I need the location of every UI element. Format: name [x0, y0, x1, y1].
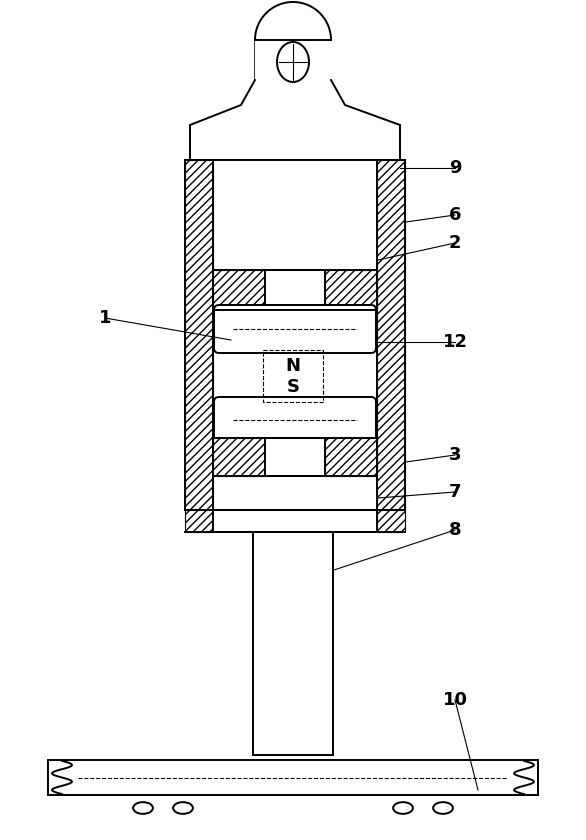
- Text: 9: 9: [449, 159, 461, 177]
- Ellipse shape: [173, 802, 193, 814]
- Bar: [213, 438, 265, 476]
- Bar: [213, 270, 265, 310]
- Polygon shape: [190, 40, 400, 160]
- Ellipse shape: [393, 802, 413, 814]
- Text: 1: 1: [99, 309, 111, 327]
- Bar: [185, 160, 213, 510]
- Bar: [263, 350, 323, 402]
- Bar: [48, 760, 538, 795]
- Ellipse shape: [133, 802, 153, 814]
- Ellipse shape: [433, 802, 453, 814]
- Text: 2: 2: [449, 234, 461, 252]
- Text: 12: 12: [442, 333, 468, 351]
- Bar: [213, 510, 377, 532]
- Ellipse shape: [277, 42, 309, 82]
- Bar: [185, 510, 213, 532]
- Bar: [377, 510, 405, 532]
- Text: 3: 3: [449, 446, 461, 464]
- Text: 8: 8: [449, 521, 461, 539]
- FancyBboxPatch shape: [214, 305, 376, 353]
- Bar: [265, 270, 325, 310]
- Bar: [213, 270, 377, 310]
- Bar: [325, 270, 377, 310]
- Text: 10: 10: [442, 691, 468, 709]
- Text: S: S: [287, 379, 299, 396]
- Bar: [253, 532, 333, 755]
- Bar: [377, 160, 405, 510]
- Text: N: N: [285, 357, 301, 375]
- Bar: [213, 160, 377, 510]
- Text: 7: 7: [449, 483, 461, 501]
- Bar: [325, 438, 377, 476]
- Bar: [265, 438, 325, 476]
- FancyBboxPatch shape: [214, 397, 376, 443]
- Text: 6: 6: [449, 206, 461, 224]
- Bar: [213, 438, 377, 476]
